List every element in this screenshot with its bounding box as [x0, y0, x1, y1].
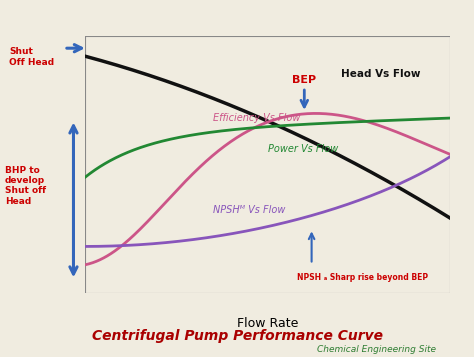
Text: NPSH ₐ Sharp rise beyond BEP: NPSH ₐ Sharp rise beyond BEP [297, 273, 428, 282]
Text: Power Vs Flow: Power Vs Flow [268, 144, 338, 154]
Text: Shut
Off Head: Shut Off Head [9, 47, 55, 67]
Text: Head Vs Flow: Head Vs Flow [341, 69, 420, 79]
Text: Efficiency Vs Flow: Efficiency Vs Flow [213, 113, 301, 123]
Text: BEP: BEP [292, 75, 316, 85]
Text: Chemical Engineering Site: Chemical Engineering Site [317, 345, 436, 355]
Text: Flow Rate: Flow Rate [237, 317, 299, 330]
Text: NPSHᴹ Vs Flow: NPSHᴹ Vs Flow [213, 206, 285, 216]
Text: Centrifugal Pump Performance Curve: Centrifugal Pump Performance Curve [91, 328, 383, 343]
Text: BHP to
develop
Shut off
Head: BHP to develop Shut off Head [5, 166, 46, 206]
